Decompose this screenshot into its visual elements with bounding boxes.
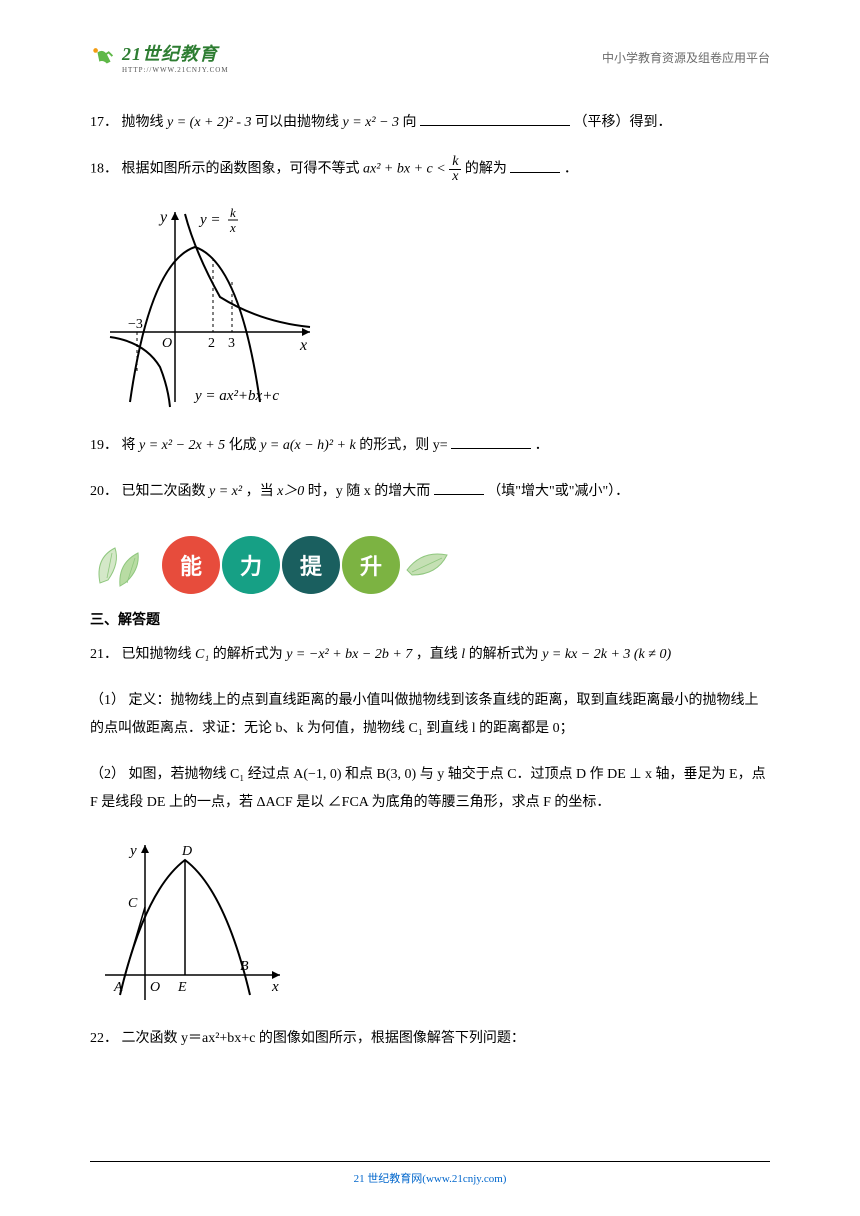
leaf-right-icon (402, 540, 462, 590)
q21-c1: C₁ (195, 647, 209, 662)
q22-num: 22． (90, 1031, 118, 1046)
logo-text-group: 21世纪教育 HTTP://WWW.21CNJY.COM (122, 40, 229, 74)
header-subtitle: 中小学教育资源及组卷应用平台 (602, 49, 770, 66)
q21-l: l (461, 647, 465, 662)
section-banner: 能 力 提 升 (90, 536, 770, 594)
question-18: 18． 根据如图所示的函数图象，可得不等式 ax² + bx + c < k x… (90, 155, 770, 184)
q21-graph-svg: y x O A B C D E (100, 835, 290, 1005)
q18-frac-num: k (449, 155, 461, 169)
q20-text3: 时，y 随 x 的增大而 (308, 484, 431, 499)
svg-text:y: y (128, 843, 137, 859)
q17-text1: 抛物线 (122, 115, 168, 130)
q19-num: 19． (90, 438, 118, 453)
q20-text1: 已知二次函数 (122, 484, 210, 499)
logo-sub-text: HTTP://WWW.21CNJY.COM (122, 66, 229, 74)
svg-text:O: O (150, 980, 160, 995)
leaf-left-icon (90, 538, 160, 593)
svg-text:x: x (229, 220, 236, 235)
q21-part2-text: 如图，若抛物线 C₁ 经过点 A(−1, 0) 和点 B(3, 0) 与 y 轴… (90, 767, 766, 810)
q18-text1: 根据如图所示的函数图象，可得不等式 (122, 162, 364, 177)
q21-part2-label: （2） (90, 767, 125, 782)
q21-intro4: 的解析式为 (469, 647, 543, 662)
question-21: 21． 已知抛物线 C₁ 的解析式为 y = −x² + bx − 2b + 7… (90, 641, 770, 669)
svg-text:D: D (181, 844, 192, 859)
svg-text:k: k (230, 205, 236, 220)
q17-num: 17． (90, 115, 118, 130)
banner-circle-3: 提 (282, 536, 340, 594)
q18-graph: y x O −3 2 3 y = k x y = ax²+bx+c (100, 202, 770, 417)
svg-text:C: C (128, 896, 138, 911)
q17-suffix: （平移）得到． (574, 115, 672, 130)
q18-suffix: ． (564, 162, 578, 177)
q18-text2: 的解为 (465, 162, 507, 177)
q19-formula1: y = x² − 2x + 5 (139, 438, 225, 453)
q18-graph-svg: y x O −3 2 3 y = k x y = ax²+bx+c (100, 202, 320, 412)
q19-formula2: y = a(x − h)² + k (260, 438, 356, 453)
question-21-part2: （2） 如图，若抛物线 C₁ 经过点 A(−1, 0) 和点 B(3, 0) 与… (90, 761, 770, 817)
question-20: 20． 已知二次函数 y = x² ，当 x＞0 时，y 随 x 的增大而 （填… (90, 478, 770, 506)
question-19: 19． 将 y = x² − 2x + 5 化成 y = a(x − h)² +… (90, 432, 770, 460)
svg-text:y =: y = (198, 212, 221, 228)
q18-frac-den: x (449, 169, 461, 184)
svg-text:−3: −3 (128, 317, 143, 332)
q19-text3: 的形式，则 y= (359, 438, 447, 453)
question-21-part1: （1） 定义：抛物线上的点到直线距离的最小值叫做抛物线到该条直线的距离，取到直线… (90, 687, 770, 743)
q17-text2: 可以由抛物线 (255, 115, 343, 130)
q21-formula2: y = kx − 2k + 3 (k ≠ 0) (542, 647, 671, 662)
q17-formula1: y = (x + 2)² - 3 (167, 115, 252, 130)
logo: 21世纪教育 HTTP://WWW.21CNJY.COM (90, 40, 229, 74)
svg-text:2: 2 (208, 336, 215, 351)
banner-circle-2: 力 (222, 536, 280, 594)
svg-text:O: O (162, 336, 172, 351)
question-22: 22． 二次函数 y＝ax²+bx+c 的图像如图所示，根据图像解答下列问题： (90, 1025, 770, 1053)
q21-part1-text: 定义：抛物线上的点到直线距离的最小值叫做抛物线到该条直线的距离，取到直线距离最小… (90, 693, 759, 736)
q18-formula: ax² + bx + c < (363, 162, 449, 177)
page-footer: 21 世纪教育网(www.21cnjy.com) (90, 1161, 770, 1186)
banner-circle-4: 升 (342, 536, 400, 594)
footer-text: 21 世纪教育网(www.21cnjy.com) (354, 1173, 507, 1185)
logo-main-text: 21世纪教育 (122, 40, 229, 66)
q20-blank (434, 481, 484, 495)
svg-text:y: y (158, 209, 168, 226)
q17-text3: 向 (403, 115, 417, 130)
q19-text2: 化成 (229, 438, 261, 453)
q20-hint: （填"增大"或"减小"）． (487, 484, 629, 499)
q21-intro2: 的解析式为 (213, 647, 287, 662)
svg-text:3: 3 (228, 336, 235, 351)
q20-num: 20． (90, 484, 118, 499)
q21-num: 21． (90, 647, 118, 662)
q20-text2: ，当 (246, 484, 278, 499)
q21-part1-label: （1） (90, 693, 125, 708)
svg-text:A: A (113, 980, 123, 995)
logo-icon (90, 43, 118, 71)
q21-graph: y x O A B C D E (100, 835, 770, 1010)
q20-formula: y = x² (209, 484, 242, 499)
q20-cond: x＞0 (277, 484, 304, 499)
svg-text:x: x (271, 979, 279, 995)
q17-blank (420, 112, 570, 126)
q22-text: 二次函数 y＝ax²+bx+c 的图像如图所示，根据图像解答下列问题： (122, 1031, 525, 1046)
svg-text:E: E (177, 980, 187, 995)
q21-formula1: y = −x² + bx − 2b + 7 (286, 647, 412, 662)
svg-text:y = ax²+bx+c: y = ax²+bx+c (193, 388, 279, 404)
section-3-title: 三、解答题 (90, 609, 770, 629)
q19-text1: 将 (122, 438, 140, 453)
q19-blank (451, 435, 531, 449)
q19-suffix: ． (535, 438, 549, 453)
banner-circle-1: 能 (162, 536, 220, 594)
q21-intro3: ，直线 (416, 647, 462, 662)
q21-intro1: 已知抛物线 (122, 647, 196, 662)
question-17: 17． 抛物线 y = (x + 2)² - 3 可以由抛物线 y = x² −… (90, 109, 770, 137)
page-header: 21世纪教育 HTTP://WWW.21CNJY.COM 中小学教育资源及组卷应… (90, 40, 770, 74)
q17-formula2: y = x² − 3 (343, 115, 400, 130)
q18-num: 18． (90, 162, 118, 177)
q18-fraction: k x (449, 155, 461, 184)
q18-blank (510, 159, 560, 173)
svg-text:B: B (240, 959, 249, 974)
svg-text:x: x (299, 337, 307, 354)
